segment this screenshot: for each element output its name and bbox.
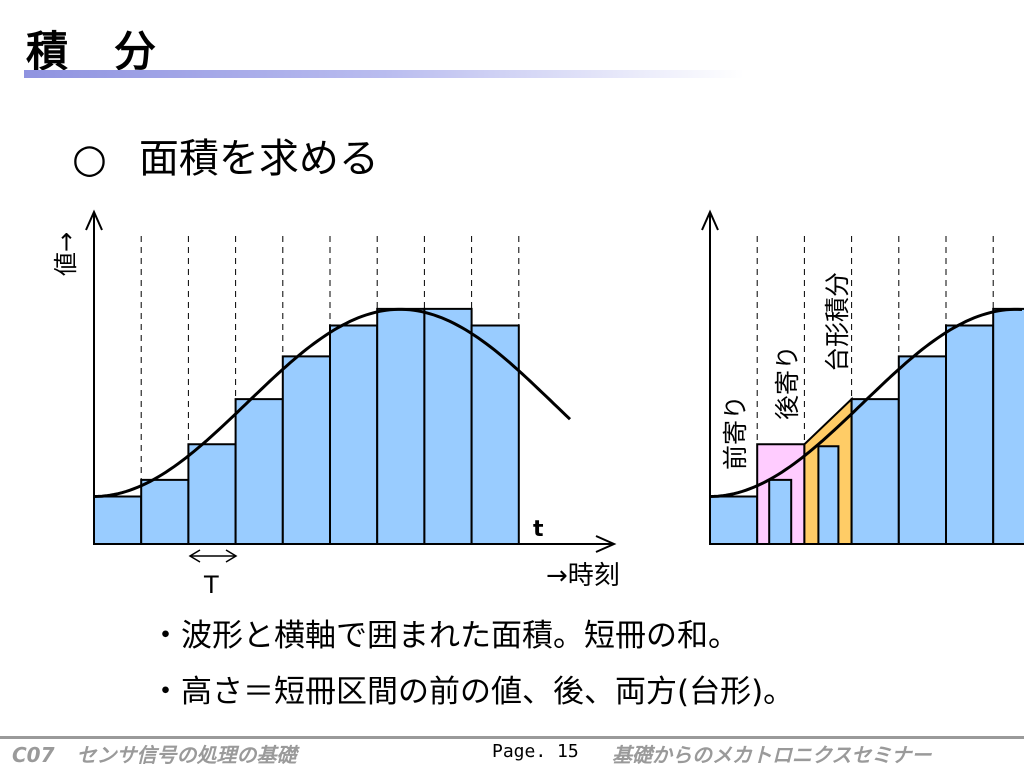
inner-bar	[768, 478, 793, 545]
bar	[329, 324, 379, 545]
y-axis-arrow-icon	[85, 209, 103, 231]
waveform-curve	[709, 307, 1023, 498]
interval-left-arrow-icon	[188, 549, 201, 563]
bar	[709, 495, 759, 545]
bullet-item: ・波形と横軸で囲まれた面積。短冊の和。	[150, 618, 739, 654]
bar-series	[93, 307, 520, 545]
x-axis-label: →時刻	[546, 561, 620, 591]
footer-course: C07 センサ信号の処理の基礎	[12, 739, 297, 768]
bar-series	[709, 307, 1024, 545]
waveform-curve	[93, 307, 572, 498]
x-axis-arrow-icon	[595, 535, 617, 553]
t-label: t	[533, 517, 544, 542]
footer-rule	[0, 736, 1024, 739]
y-axis-arrow-icon	[701, 209, 719, 231]
annotation-front: 前寄り	[721, 395, 750, 470]
annotation-back: 後寄り	[773, 345, 802, 420]
bar	[187, 443, 237, 545]
annotation-trapezoid: 台形積分	[823, 272, 852, 372]
title-underline	[24, 70, 744, 78]
subtitle: ○ 面積を求める	[72, 126, 379, 184]
bar	[234, 398, 284, 545]
bar	[992, 307, 1024, 545]
footer: C07 センサ信号の処理の基礎 Page. 15 基礎からのメカトロニクスセミナー	[0, 736, 1024, 768]
interval-label: T	[203, 571, 219, 599]
bar	[93, 495, 143, 545]
bar	[945, 324, 995, 545]
bullet-item: ・高さ＝短冊区間の前の値、後、両方(台形)。	[150, 674, 795, 710]
page-number: Page. 15	[492, 741, 579, 762]
bar	[423, 307, 473, 545]
bullet-list: ・波形と横軸で囲まれた面積。短冊の和。 ・高さ＝短冊区間の前の値、後、両方(台形…	[150, 608, 794, 720]
seminar-name: 基礎からのメカトロニクスセミナー	[612, 743, 932, 767]
bar	[850, 398, 900, 545]
bar	[281, 355, 331, 545]
course-code: C07	[12, 743, 55, 767]
circle-bullet-icon: ○	[72, 136, 107, 182]
interval-right-arrow-icon	[225, 549, 238, 563]
course-title: センサ信号の処理の基礎	[76, 743, 297, 767]
inner-bar	[817, 445, 840, 545]
slide-title: 積 分	[26, 27, 159, 76]
subtitle-text: 面積を求める	[138, 136, 379, 182]
y-axis-label: 値→	[52, 232, 80, 276]
bar	[897, 355, 947, 545]
